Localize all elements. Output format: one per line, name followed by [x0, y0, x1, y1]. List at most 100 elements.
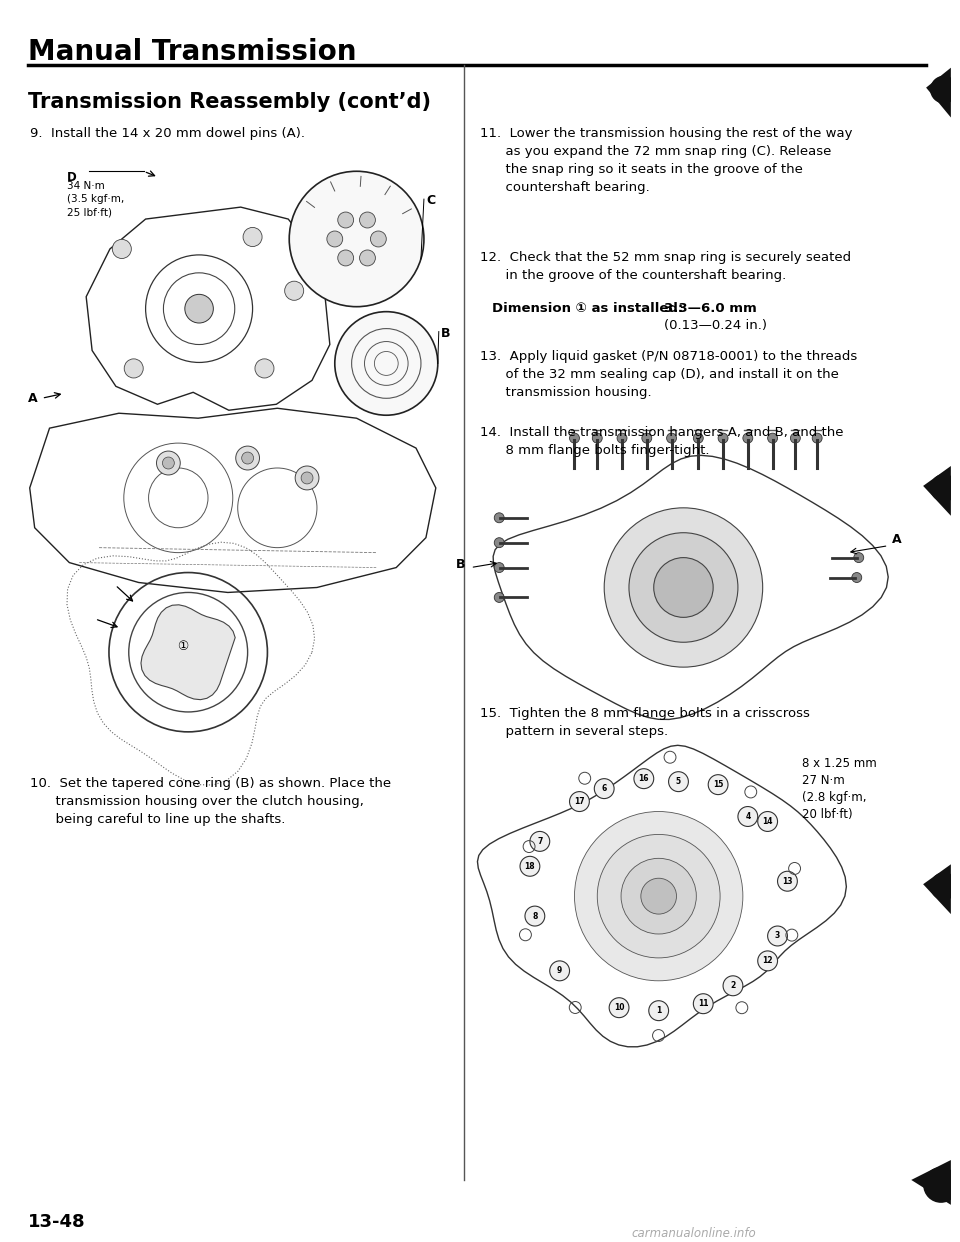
Text: 3: 3 — [775, 932, 780, 940]
Circle shape — [371, 231, 386, 247]
Circle shape — [930, 872, 958, 900]
Text: 9: 9 — [557, 966, 563, 975]
Polygon shape — [926, 68, 950, 118]
Circle shape — [550, 961, 569, 981]
Circle shape — [360, 212, 375, 229]
Circle shape — [594, 779, 614, 799]
Circle shape — [757, 811, 778, 831]
Circle shape — [610, 997, 629, 1017]
Text: 15: 15 — [713, 780, 723, 789]
Circle shape — [124, 359, 143, 378]
Circle shape — [718, 433, 728, 443]
Circle shape — [654, 558, 713, 617]
Circle shape — [629, 533, 738, 642]
Circle shape — [668, 771, 688, 791]
Circle shape — [757, 951, 778, 971]
Circle shape — [768, 433, 778, 443]
Circle shape — [569, 791, 589, 811]
Circle shape — [494, 538, 504, 548]
Text: 11: 11 — [698, 1000, 708, 1009]
Circle shape — [285, 281, 303, 301]
Text: 14.  Install the transmission hangers A, and B, and the
      8 mm flange bolts : 14. Install the transmission hangers A, … — [480, 426, 844, 457]
Circle shape — [852, 573, 862, 582]
Circle shape — [569, 433, 580, 443]
Circle shape — [156, 451, 180, 474]
Circle shape — [185, 294, 213, 323]
Circle shape — [634, 769, 654, 789]
Circle shape — [335, 312, 438, 415]
Text: 13-48: 13-48 — [28, 1212, 85, 1231]
Circle shape — [778, 872, 798, 892]
Text: Transmission Reassembly (cont’d): Transmission Reassembly (cont’d) — [28, 92, 431, 112]
Text: 11.  Lower the transmission housing the rest of the way
      as you expand the : 11. Lower the transmission housing the r… — [480, 128, 852, 195]
Text: D: D — [67, 171, 77, 184]
Text: 4: 4 — [745, 812, 751, 821]
Text: A: A — [28, 391, 37, 405]
Circle shape — [666, 433, 677, 443]
Text: (0.13—0.24 in.): (0.13—0.24 in.) — [663, 319, 767, 332]
Text: 8 x 1.25 mm
27 N·m
(2.8 kgf·m,
20 lbf·ft): 8 x 1.25 mm 27 N·m (2.8 kgf·m, 20 lbf·ft… — [803, 756, 877, 821]
Circle shape — [930, 474, 958, 502]
Text: 12.  Check that the 52 mm snap ring is securely seated
      in the groove of th: 12. Check that the 52 mm snap ring is se… — [480, 251, 852, 282]
Circle shape — [112, 240, 132, 258]
Circle shape — [693, 994, 713, 1013]
Text: 5: 5 — [676, 777, 681, 786]
Circle shape — [853, 553, 864, 563]
Circle shape — [530, 831, 550, 851]
Circle shape — [723, 976, 743, 996]
Text: 13: 13 — [782, 877, 793, 886]
Text: Manual Transmission: Manual Transmission — [28, 37, 356, 66]
Circle shape — [236, 446, 259, 469]
Text: 6: 6 — [602, 784, 607, 794]
Text: Dimension ① as installed:: Dimension ① as installed: — [492, 302, 684, 314]
Text: 17: 17 — [574, 797, 585, 806]
Text: 10: 10 — [613, 1004, 624, 1012]
Polygon shape — [911, 1160, 950, 1205]
Circle shape — [255, 359, 274, 378]
Text: 13.  Apply liquid gasket (P/N 08718-0001) to the threads
      of the 32 mm seal: 13. Apply liquid gasket (P/N 08718-0001)… — [480, 350, 857, 400]
Circle shape — [641, 878, 677, 914]
Circle shape — [604, 508, 762, 667]
Circle shape — [326, 231, 343, 247]
Text: C: C — [426, 194, 435, 207]
Text: 14: 14 — [762, 817, 773, 826]
Circle shape — [621, 858, 696, 934]
Circle shape — [708, 775, 728, 795]
Text: 8: 8 — [532, 912, 538, 920]
Circle shape — [924, 1167, 959, 1202]
Text: A: A — [892, 533, 901, 545]
Circle shape — [289, 171, 424, 307]
Circle shape — [301, 472, 313, 484]
Circle shape — [693, 433, 704, 443]
Circle shape — [360, 250, 375, 266]
Circle shape — [494, 592, 504, 602]
Text: 7: 7 — [538, 837, 542, 846]
Circle shape — [597, 835, 720, 958]
Circle shape — [494, 513, 504, 523]
Text: B: B — [456, 558, 466, 570]
Circle shape — [243, 227, 262, 247]
Text: 1: 1 — [656, 1006, 661, 1015]
Text: carmanualonline.info: carmanualonline.info — [631, 1227, 756, 1240]
Polygon shape — [141, 605, 235, 699]
Circle shape — [494, 563, 504, 573]
Text: B: B — [441, 327, 450, 339]
Circle shape — [649, 1001, 668, 1021]
Circle shape — [592, 433, 602, 443]
Circle shape — [162, 457, 175, 469]
Circle shape — [642, 433, 652, 443]
Circle shape — [930, 76, 958, 103]
Text: 16: 16 — [638, 774, 649, 784]
Circle shape — [812, 433, 822, 443]
Circle shape — [242, 452, 253, 465]
Text: 10.  Set the tapered cone ring (B) as shown. Place the
      transmission housin: 10. Set the tapered cone ring (B) as sho… — [30, 776, 391, 826]
Circle shape — [338, 250, 353, 266]
Circle shape — [790, 433, 801, 443]
Polygon shape — [924, 466, 950, 515]
Circle shape — [295, 466, 319, 489]
Circle shape — [743, 433, 753, 443]
Circle shape — [617, 433, 627, 443]
Circle shape — [738, 806, 757, 826]
Circle shape — [525, 907, 544, 927]
Text: 9.  Install the 14 x 20 mm dowel pins (A).: 9. Install the 14 x 20 mm dowel pins (A)… — [30, 128, 304, 140]
